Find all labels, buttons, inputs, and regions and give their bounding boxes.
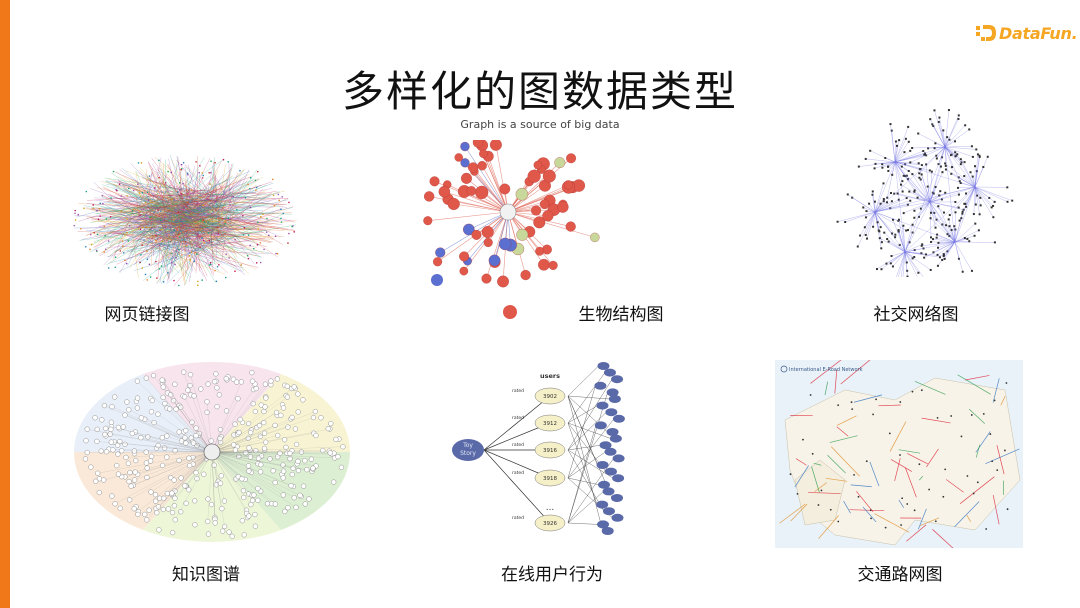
movie-node-label-1: Toy (462, 442, 473, 449)
logo-text: DataFun. (999, 23, 1078, 43)
bio-structure-graph-image (415, 140, 610, 325)
svg-text:rated: rated (512, 470, 524, 476)
users-header: users (540, 372, 560, 380)
svg-text:rated: rated (512, 515, 524, 521)
brand-logo: DataFun. (976, 20, 1078, 46)
caption-knowledge-graph: 知识图谱 (172, 565, 240, 585)
knowledge-graph-image (72, 360, 352, 545)
svg-text:3916: 3916 (543, 448, 557, 454)
page-subtitle: Graph is a source of big data (460, 118, 620, 131)
caption-user-behavior: 在线用户行为 (501, 565, 603, 585)
svg-text:3912: 3912 (543, 421, 557, 427)
svg-text:rated: rated (512, 415, 524, 421)
traffic-network-map-image: International E-Road Network (775, 360, 1023, 548)
movie-node (452, 439, 484, 461)
web-link-graph-image (70, 150, 300, 290)
svg-text:3902: 3902 (543, 394, 557, 400)
svg-text:3926: 3926 (543, 521, 557, 527)
map-title: International E-Road Network (789, 367, 863, 373)
svg-text:rated: rated (512, 388, 524, 394)
datafun-logo-icon (976, 25, 996, 41)
caption-social-network-graph: 社交网络图 (873, 305, 959, 325)
movie-node-label-2: Story (460, 450, 476, 457)
ellipsis: ... (546, 503, 555, 513)
user-behavior-graph-image: Toy Story users rated 3902 rated 3912 rated 3… (450, 358, 635, 543)
svg-text:3918: 3918 (543, 476, 557, 482)
social-network-graph-image (835, 92, 1015, 277)
svg-text:rated: rated (512, 442, 524, 448)
caption-bio-structure-graph: 生物结构图 (578, 305, 664, 325)
accent-bar (0, 0, 10, 608)
caption-web-link-graph: 网页链接图 (104, 305, 190, 325)
caption-traffic-network: 交通路网图 (857, 565, 943, 585)
page-title: 多样化的图数据类型 (341, 67, 738, 116)
